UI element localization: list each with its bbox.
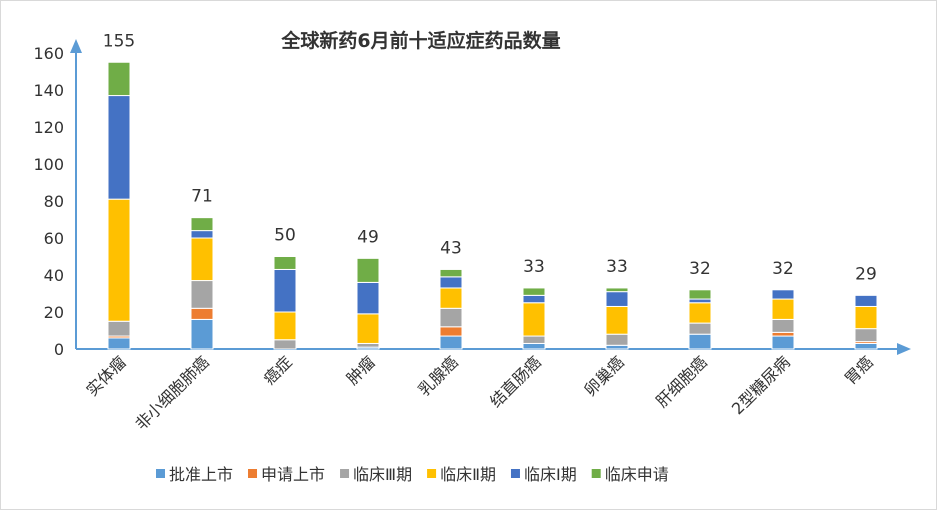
bar-segment: [854, 294, 878, 307]
legend-swatch: [156, 469, 165, 478]
bar-segment: [107, 95, 131, 200]
y-tick-label: 120: [33, 118, 64, 137]
bar-segment: [771, 331, 795, 337]
bar-segment: [771, 298, 795, 320]
bar-segment: [771, 335, 795, 350]
bar-segment: [522, 287, 546, 296]
bar-segment: [273, 311, 297, 341]
bar-segment: [605, 291, 629, 307]
bar-segment: [688, 289, 712, 300]
legend-label: 临床申请: [605, 465, 669, 484]
total-label: 155: [103, 31, 135, 51]
x-tick-label: 乳腺癌: [414, 352, 461, 399]
legend-swatch: [591, 469, 601, 478]
bar-segment: [854, 342, 878, 350]
bar-segment: [439, 276, 463, 289]
bar-segment: [107, 320, 131, 337]
total-label: 29: [855, 264, 877, 284]
bar-segment: [439, 326, 463, 337]
bar-segment: [439, 307, 463, 328]
total-label: 43: [440, 238, 462, 258]
x-tick-label: 非小细胞肺癌: [132, 352, 213, 433]
y-tick-label: 140: [33, 81, 64, 100]
bar-segment: [190, 230, 214, 239]
legend-swatch: [340, 469, 350, 478]
bar-segment: [107, 61, 131, 97]
legend-label: 临床Ⅰ期: [524, 465, 577, 484]
y-tick-label: 60: [44, 229, 64, 248]
bar-segment: [854, 328, 878, 343]
x-tick-label: 2型糖尿病: [728, 352, 794, 418]
y-tick-label: 20: [44, 303, 64, 322]
total-label: 33: [523, 257, 545, 277]
bar-segment: [688, 298, 712, 304]
bar-segment: [522, 294, 546, 304]
bar-segment: [688, 302, 712, 324]
bar-segment: [190, 280, 214, 309]
bar-segment: [605, 305, 629, 335]
legend-label: 申请上市: [261, 465, 325, 484]
total-label: 32: [772, 259, 794, 279]
bar-segment: [854, 305, 878, 330]
total-label: 32: [689, 259, 711, 279]
bar-segment: [771, 318, 795, 333]
legend-swatch: [427, 469, 437, 478]
x-tick-label: 肿瘤: [343, 352, 379, 388]
bar-segment: [605, 344, 629, 350]
bar-segment: [273, 268, 297, 313]
bar-segment: [107, 198, 131, 322]
bar-segment: [439, 268, 463, 278]
total-label: 50: [274, 226, 296, 246]
bar-segment: [273, 339, 297, 350]
x-tick-label: 肝细胞癌: [652, 352, 711, 411]
bar-segment: [356, 257, 380, 283]
y-tick-label: 100: [33, 155, 64, 174]
legend-label: 临床Ⅲ期: [353, 465, 412, 484]
bar-segment: [356, 342, 380, 348]
x-tick-label: 实体瘤: [82, 352, 129, 399]
bar-segment: [688, 322, 712, 335]
bar-segment: [688, 333, 712, 350]
x-tick-label: 结直肠癌: [486, 352, 545, 411]
bar-segment: [522, 302, 546, 337]
total-label: 49: [357, 227, 379, 247]
y-tick-label: 40: [44, 266, 64, 285]
bar-segment: [107, 337, 131, 350]
x-tick-label: 胃癌: [841, 352, 877, 388]
y-tick-label: 0: [54, 340, 64, 359]
bar-segment: [190, 307, 214, 320]
total-label: 71: [191, 187, 213, 207]
total-label: 33: [606, 257, 628, 277]
bar-segment: [190, 237, 214, 282]
y-axis-arrow: [70, 39, 82, 53]
legend-swatch: [248, 469, 258, 478]
bar-segment: [522, 342, 546, 350]
x-tick-label: 卵巢癌: [580, 352, 627, 399]
bar-segment: [771, 289, 795, 300]
bar-segment: [522, 335, 546, 344]
x-axis-arrow: [897, 343, 911, 355]
bar-segment: [356, 281, 380, 315]
y-tick-label: 80: [44, 192, 64, 211]
bar-segment: [439, 287, 463, 309]
legend-label: 批准上市: [169, 465, 233, 484]
bar-segment: [605, 333, 629, 346]
bar-segment: [605, 287, 629, 293]
chart-title: 全球新药6月前十适应症药品数量: [280, 29, 560, 52]
bar-segment: [190, 318, 214, 350]
legend-swatch: [510, 469, 520, 478]
legend-label: 临床Ⅱ期: [440, 465, 496, 484]
bar-segment: [273, 256, 297, 270]
x-tick-label: 癌症: [260, 352, 296, 388]
bar-segment: [190, 217, 214, 232]
bar-segment: [356, 313, 380, 344]
y-tick-label: 160: [33, 44, 64, 63]
bar-segment: [439, 335, 463, 350]
